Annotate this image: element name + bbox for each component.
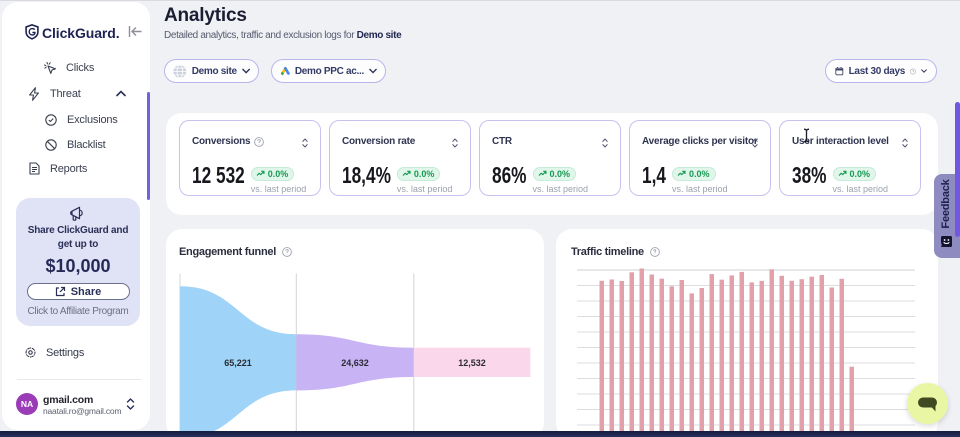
svg-text:24,632: 24,632 <box>341 358 369 368</box>
svg-text:65,221: 65,221 <box>224 358 252 368</box>
svg-text:12,532: 12,532 <box>458 358 486 368</box>
